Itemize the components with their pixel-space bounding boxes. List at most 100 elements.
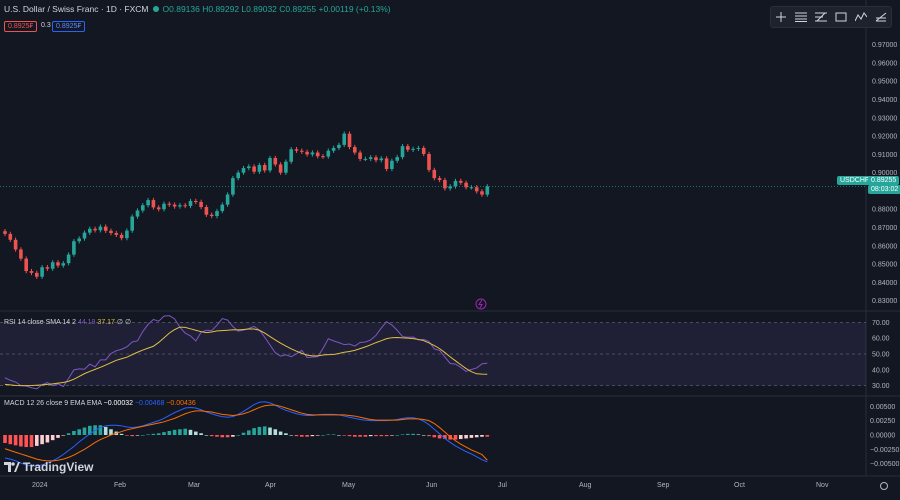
macd-hist-28 bbox=[151, 433, 156, 435]
rsi-value: 44.19 bbox=[77, 319, 96, 326]
candle-36 bbox=[194, 201, 198, 203]
x-label-7: Aug bbox=[579, 482, 592, 489]
price-tick-2: 0.95000 bbox=[872, 79, 897, 86]
candle-79 bbox=[421, 147, 426, 155]
candle-71 bbox=[379, 158, 384, 161]
macd-hist-29 bbox=[156, 433, 161, 435]
x-label-0: 2024 bbox=[32, 482, 48, 489]
candle-49 bbox=[262, 164, 267, 171]
macd-hist-63 bbox=[337, 435, 341, 436]
macd-hist-value: −0.00032 bbox=[103, 400, 134, 407]
macd-hist-73 bbox=[390, 435, 394, 436]
candle-35 bbox=[188, 201, 193, 206]
macd-hist-36 bbox=[194, 431, 198, 435]
macd-hist-5 bbox=[29, 435, 34, 448]
macd-hist-3 bbox=[19, 435, 23, 447]
macd-hist-76 bbox=[406, 433, 410, 435]
macd-hist-52 bbox=[278, 431, 283, 435]
candle-84 bbox=[448, 186, 452, 189]
sell-button[interactable]: 0.8925₣ bbox=[4, 21, 38, 32]
macd-hist-41 bbox=[220, 435, 225, 438]
rsi-tick-3: 40.00 bbox=[872, 367, 890, 374]
macd-hist-83 bbox=[443, 435, 447, 440]
macd-hist-54 bbox=[289, 435, 293, 436]
price-tick-13: 0.84000 bbox=[872, 280, 897, 287]
macd-legend: MACD 12 26 close 9 EMA EMA −0.00032 −0.0… bbox=[4, 400, 196, 407]
candle-45 bbox=[241, 168, 246, 173]
macd-hist-33 bbox=[178, 429, 182, 435]
brand-name: TradingView bbox=[23, 460, 94, 474]
macd-legend-title: MACD 12 26 close 9 EMA EMA bbox=[4, 400, 102, 407]
macd-hist-4 bbox=[24, 435, 28, 448]
macd-hist-62 bbox=[331, 434, 336, 436]
macd-hist-25 bbox=[135, 435, 140, 436]
macd-hist-24 bbox=[130, 435, 134, 437]
candle-85 bbox=[453, 180, 458, 187]
horizontal-lines-icon[interactable] bbox=[794, 11, 808, 23]
candle-20 bbox=[109, 230, 113, 234]
macd-hist-46 bbox=[247, 430, 251, 435]
candle-53 bbox=[284, 161, 288, 173]
candle-64 bbox=[342, 133, 346, 145]
candle-11 bbox=[61, 263, 66, 266]
macd-hist-70 bbox=[374, 435, 378, 437]
candle-19 bbox=[103, 226, 108, 231]
candle-25 bbox=[135, 210, 140, 217]
candle-33 bbox=[178, 205, 182, 207]
rsi-tick-1: 60.00 bbox=[872, 336, 890, 343]
macd-hist-75 bbox=[400, 434, 405, 436]
price-tick-3: 0.94000 bbox=[872, 97, 897, 104]
macd-hist-91 bbox=[485, 435, 490, 437]
candle-73 bbox=[390, 160, 394, 169]
price-tick-4: 0.93000 bbox=[872, 115, 897, 122]
x-label-4: May bbox=[342, 482, 356, 489]
macd-hist-18 bbox=[98, 425, 103, 435]
trend-icon[interactable] bbox=[854, 11, 868, 23]
candle-52 bbox=[278, 164, 283, 173]
macd-hist-55 bbox=[294, 435, 299, 437]
candle-13 bbox=[72, 241, 76, 255]
brush-icon[interactable] bbox=[874, 11, 888, 23]
candle-6 bbox=[35, 272, 39, 277]
candle-21 bbox=[114, 233, 119, 235]
rectangle-icon[interactable] bbox=[834, 11, 848, 23]
candle-54 bbox=[289, 149, 293, 162]
macd-hist-15 bbox=[82, 427, 87, 435]
macd-hist-81 bbox=[432, 435, 437, 438]
candle-89 bbox=[474, 187, 479, 192]
candle-87 bbox=[464, 182, 468, 188]
macd-hist-47 bbox=[252, 428, 256, 435]
macd-hist-34 bbox=[183, 428, 187, 435]
buy-button[interactable]: 0.8925₣ bbox=[52, 21, 86, 32]
fib-icon[interactable] bbox=[814, 11, 828, 23]
macd-hist-22 bbox=[119, 433, 124, 435]
macd-hist-39 bbox=[209, 435, 214, 437]
macd-line-value: −0.00468 bbox=[134, 400, 165, 407]
candle-39 bbox=[209, 214, 214, 217]
rsi-legend-title: RSI 14 close SMA 14 2 bbox=[4, 319, 76, 326]
x-label-2: Mar bbox=[188, 482, 201, 489]
macd-hist-43 bbox=[231, 435, 235, 437]
candle-58 bbox=[310, 152, 315, 155]
event-bolt bbox=[478, 299, 483, 309]
candle-24 bbox=[130, 216, 134, 231]
macd-hist-78 bbox=[416, 434, 421, 436]
price-tick-1: 0.96000 bbox=[872, 60, 897, 67]
macd-hist-74 bbox=[395, 435, 399, 436]
x-label-8: Sep bbox=[657, 482, 670, 489]
macd-hist-31 bbox=[167, 430, 172, 435]
candle-8 bbox=[45, 267, 50, 269]
candle-50 bbox=[268, 158, 272, 171]
macd-hist-82 bbox=[437, 435, 442, 439]
crosshair-icon[interactable] bbox=[774, 11, 788, 23]
macd-hist-72 bbox=[384, 435, 389, 437]
macd-hist-38 bbox=[204, 435, 209, 436]
symbol-title[interactable]: U.S. Dollar / Swiss Franc · 1D · FXCM bbox=[4, 4, 149, 14]
candle-37 bbox=[199, 201, 203, 208]
macd-hist-35 bbox=[188, 429, 193, 435]
macd-hist-9 bbox=[50, 435, 55, 441]
price-tick-7: 0.90000 bbox=[872, 170, 897, 177]
macd-tick-0: 0.00500 bbox=[870, 404, 895, 411]
candle-62 bbox=[331, 147, 336, 151]
